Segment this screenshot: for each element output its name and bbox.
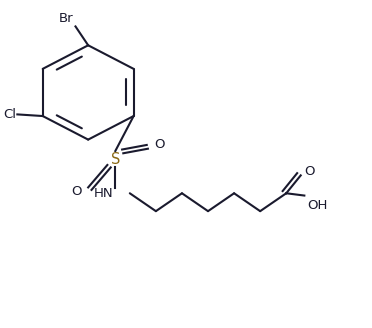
Text: O: O [154, 138, 165, 151]
Text: Cl: Cl [3, 108, 16, 121]
Text: O: O [71, 185, 81, 198]
Text: HN: HN [94, 187, 113, 200]
Text: S: S [110, 152, 120, 167]
Text: O: O [304, 165, 315, 178]
Text: OH: OH [307, 199, 328, 212]
Text: Br: Br [59, 12, 74, 25]
